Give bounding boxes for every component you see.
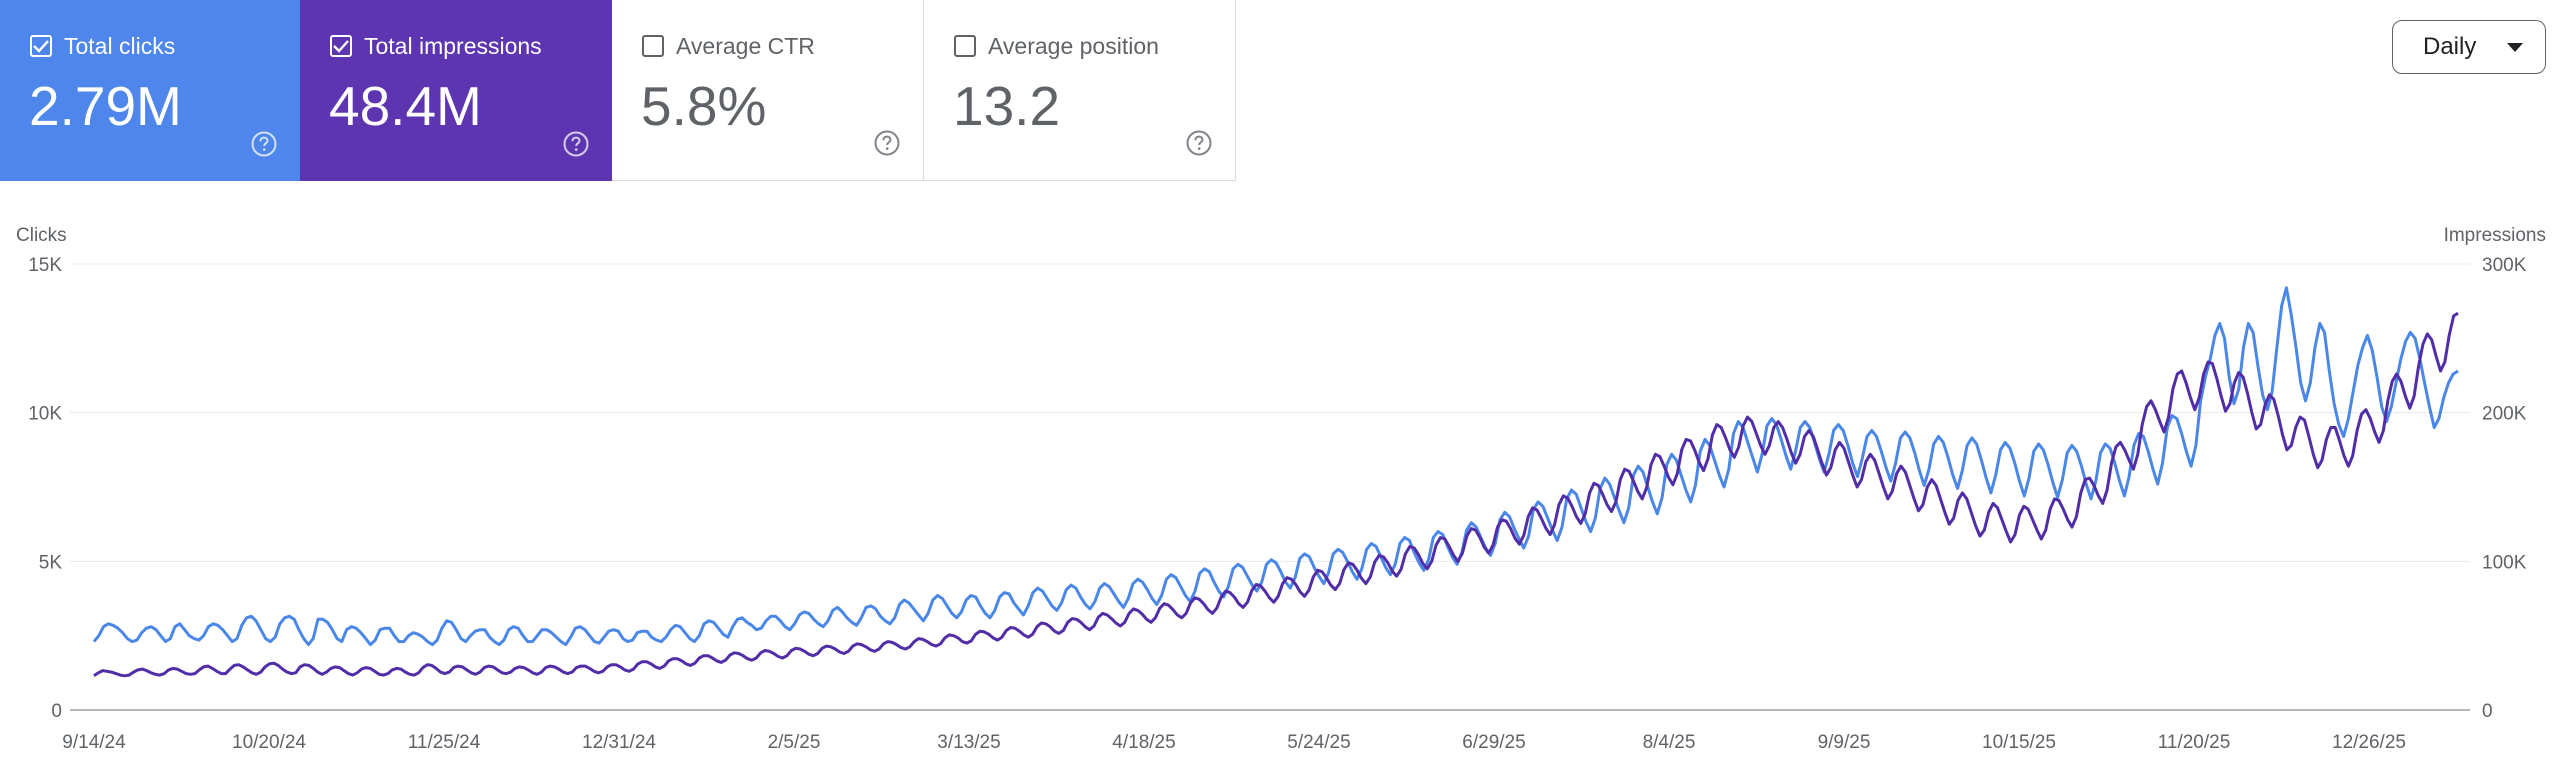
x-tick-label: 11/25/24 [408,732,481,753]
y-right-tick-label: 300K [2482,255,2527,276]
help-icon[interactable] [562,130,590,158]
x-tick-label: 9/9/25 [1818,732,1871,753]
caret-down-icon [2507,43,2523,52]
period-dropdown[interactable]: Daily [2392,20,2546,74]
x-tick-label: 5/24/25 [1287,732,1350,753]
y-left-tick-label: 10K [28,404,62,425]
metric-value: 5.8% [641,75,767,137]
y-right-tick-label: 200K [2482,404,2527,425]
x-tick-label: 12/31/24 [582,732,656,753]
series-line-impressions [93,311,2459,678]
metric-card-header: Total clicks [30,33,175,59]
performance-chart: Clicks Impressions 0 0 5K 100K 10K 200K 15K 300K 9… [16,225,2546,753]
series-line-clicks [92,286,2459,647]
metric-value: 13.2 [953,75,1061,137]
x-tick-label: 12/26/25 [2332,732,2406,753]
metric-cards: Total clicks 2.79M Total impressions 48.… [0,0,1236,181]
help-icon[interactable] [873,129,901,157]
x-tick-label: 10/20/24 [232,732,306,753]
y-left-tick-label: 0 [51,701,62,722]
x-tick-label: 6/29/25 [1462,732,1525,753]
x-tick-label: 10/15/25 [1982,732,2056,753]
metric-label: Average position [988,33,1159,59]
x-tick-label: 3/13/25 [937,732,1000,753]
metric-card-total-clicks[interactable]: Total clicks 2.79M [0,0,300,181]
checkbox-icon[interactable] [330,35,352,57]
y-right-tick-label: 100K [2482,552,2527,573]
metric-card-average-ctr[interactable]: Average CTR 5.8% [612,0,924,181]
x-tick-label: 8/4/25 [1643,732,1696,753]
metric-card-header: Total impressions [330,33,542,59]
metric-value: 48.4M [329,75,482,137]
metric-label: Total impressions [364,33,542,59]
x-tick-label: 11/20/25 [2158,732,2231,753]
x-tick-label: 9/14/24 [62,732,126,753]
x-tick-label: 2/5/25 [768,732,821,753]
x-tick-label: 4/18/25 [1112,732,1175,753]
help-icon[interactable] [250,130,278,158]
help-icon[interactable] [1185,129,1213,157]
period-dropdown-label: Daily [2423,33,2477,60]
metric-label: Total clicks [64,33,176,59]
metric-value: 2.79M [29,75,182,137]
metric-card-header: Average CTR [642,33,815,59]
y-axis-left-label: Clicks [16,225,67,246]
metric-card-average-position[interactable]: Average position 13.2 [924,0,1236,181]
metric-card-header: Average position [954,33,1159,59]
y-right-tick-label: 0 [2482,701,2493,722]
y-left-tick-label: 5K [39,552,63,573]
y-axis-right-label: Impressions [2444,225,2546,246]
metric-label: Average CTR [676,33,815,59]
checkbox-icon[interactable] [954,35,976,57]
checkbox-icon[interactable] [642,35,664,57]
metric-card-total-impressions[interactable]: Total impressions 48.4M [300,0,612,181]
checkbox-icon[interactable] [30,35,52,57]
y-left-tick-label: 15K [28,255,62,276]
